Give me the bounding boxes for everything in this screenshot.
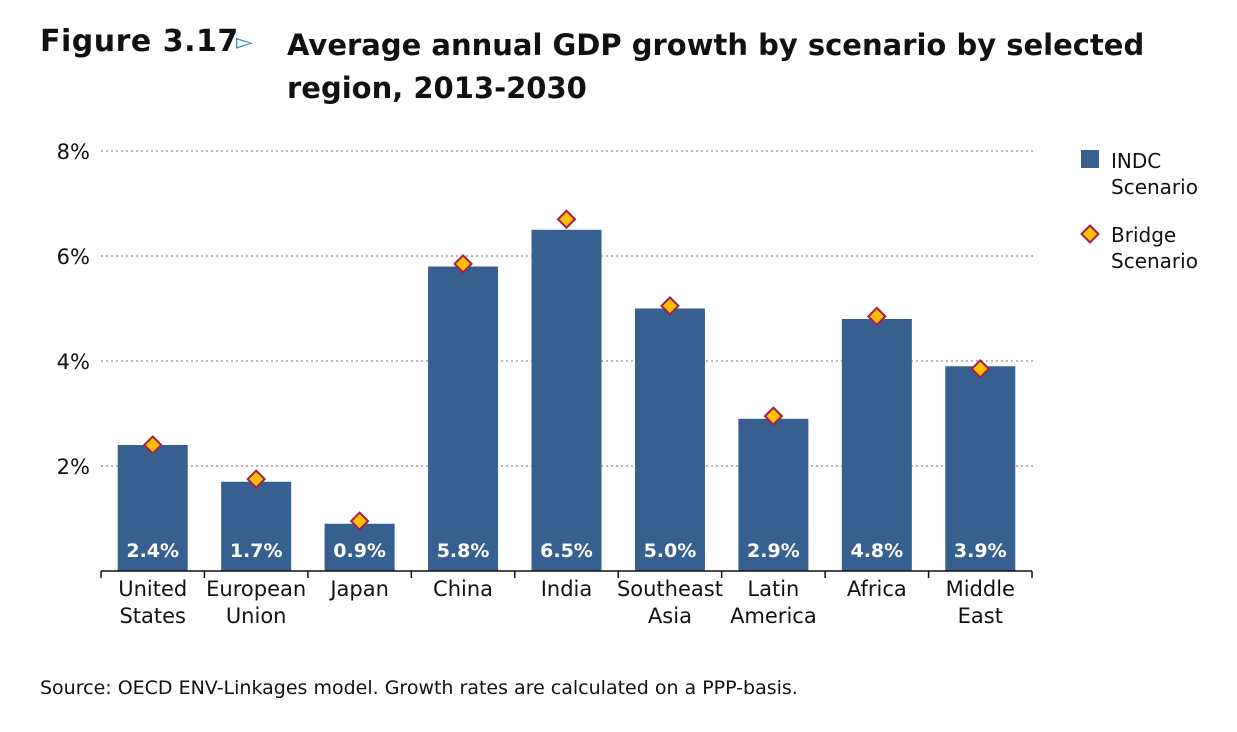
data-label: 5.0% [644, 540, 697, 562]
legend-label-indc: Scenario [1111, 175, 1198, 199]
legend-label-indc: INDC [1111, 149, 1161, 173]
x-tick-label: Latin [747, 577, 799, 601]
bar [324, 523, 395, 571]
x-axis: United States European Union Japan China India… [100, 570, 1033, 628]
bar [634, 308, 705, 571]
legend-label-bridge: Scenario [1111, 249, 1198, 273]
bridge-marker [142, 435, 163, 455]
bridge-marker [763, 406, 784, 427]
x-tick-label: States [119, 604, 186, 628]
data-label: 1.7% [230, 540, 283, 562]
chart-title: Average annual GDP growth by scenario by… [287, 28, 1145, 105]
x-tick-label: European [206, 577, 306, 601]
data-label: 2.4% [126, 540, 179, 562]
bridge-marker [349, 511, 370, 532]
figure-label: Figure 3.17 [40, 24, 239, 59]
bar [841, 319, 912, 571]
y-tick-label: 8% [57, 140, 90, 164]
y-tick-label: 4% [57, 350, 90, 374]
x-tick-label: United [118, 577, 187, 601]
legend-label-bridge: Bridge [1111, 223, 1176, 247]
bar [531, 229, 602, 571]
x-tick-label: Union [226, 604, 287, 628]
data-label: 0.9% [333, 540, 386, 562]
bar-chart: 2% 4% 6% 8% 2.4% 1.7% 0.9% 5.8% 6.5% 5.0% 2.9% 4.8… [57, 140, 1198, 628]
data-label: 3.9% [954, 540, 1007, 562]
bridge-marker [970, 358, 991, 379]
x-tick-label: America [730, 604, 817, 628]
x-tick-label: China [433, 577, 493, 601]
bar [945, 366, 1016, 571]
bar [428, 266, 499, 571]
y-tick-label: 6% [57, 245, 90, 269]
bar [221, 481, 292, 571]
bar [738, 418, 809, 571]
figure-arrow-icon: ▻ [236, 30, 253, 55]
bridge-marker [556, 209, 577, 230]
x-tick-label: Japan [328, 577, 389, 601]
x-tick-label: Asia [648, 604, 692, 628]
legend-swatch-bridge [1080, 224, 1100, 244]
x-tick-label: Southeast [617, 577, 723, 601]
legend-swatch-indc [1081, 150, 1099, 168]
bar [117, 445, 188, 571]
x-tick-label: Middle [946, 577, 1015, 601]
x-tick-label: Africa [847, 577, 907, 601]
x-tick-label: East [958, 604, 1003, 628]
bridge-marker [246, 469, 267, 490]
x-tick-label: India [541, 577, 593, 601]
data-label: 6.5% [540, 540, 593, 562]
bridge-marker [866, 306, 887, 327]
y-axis-ticks: 2% 4% 6% 8% [57, 140, 90, 479]
source-note: Source: OECD ENV-Linkages model. Growth … [40, 677, 798, 699]
bridge-markers [142, 209, 991, 532]
data-label: 5.8% [437, 540, 490, 562]
y-tick-label: 2% [57, 455, 90, 479]
data-label: 4.8% [850, 540, 903, 562]
bridge-marker [453, 253, 473, 274]
bridge-marker [660, 295, 680, 316]
data-label: 2.9% [747, 540, 800, 562]
bars: 2.4% 1.7% 0.9% 5.8% 6.5% 5.0% 2.9% 4.8% 3.9% [117, 229, 1016, 571]
